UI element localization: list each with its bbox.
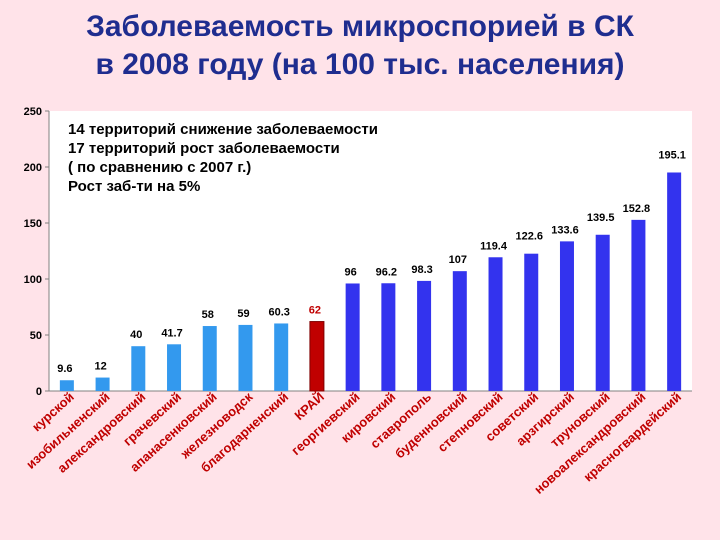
value-label: 12 xyxy=(94,361,106,373)
value-label: 96 xyxy=(345,266,357,278)
bar xyxy=(274,323,289,391)
value-label: 9.6 xyxy=(57,363,72,375)
bars xyxy=(59,172,682,392)
value-label: 58 xyxy=(202,309,214,321)
value-label: 195.1 xyxy=(658,149,686,161)
y-tick-label: 100 xyxy=(24,274,42,286)
value-label: 119.4 xyxy=(480,240,508,252)
value-label: 133.6 xyxy=(551,224,579,236)
y-axis-ticks: 0 50 100 150 200 250 xyxy=(24,106,49,398)
bar xyxy=(524,253,539,391)
value-label: 122.6 xyxy=(515,231,543,243)
plot-area xyxy=(49,111,692,391)
bar xyxy=(59,380,74,391)
y-tick-label: 250 xyxy=(24,106,42,118)
annotation-line-4: Рост заб-ти на 5% xyxy=(68,178,201,195)
bar xyxy=(167,344,182,391)
bar xyxy=(631,219,646,391)
title-line-2: в 2008 году (на 100 тыс. населения) xyxy=(95,48,625,81)
title-line-1: Заболеваемость микроспорией в СК xyxy=(86,10,634,43)
value-label: 139.5 xyxy=(587,212,615,224)
bar xyxy=(559,241,574,391)
bar xyxy=(417,280,432,391)
bar xyxy=(381,283,396,391)
bar xyxy=(95,377,110,391)
value-label: 41.7 xyxy=(161,327,182,339)
bar xyxy=(131,346,146,391)
chart-annotation: 14 территорий снижение заболеваемости 17… xyxy=(68,120,378,196)
y-tick-label: 200 xyxy=(24,162,42,174)
bar xyxy=(202,326,217,391)
value-label: 98.3 xyxy=(411,264,432,276)
bar xyxy=(345,283,360,391)
bar xyxy=(488,257,503,391)
category-labels: курскойизобильненскийалександровскийграч… xyxy=(23,389,684,497)
annotation-line-1: 14 территорий снижение заболеваемости xyxy=(68,121,378,138)
value-labels: 9.6 12 40 41.7 58 59 60.3 62 96 96.2 98.3 107 119.4 1… xyxy=(57,149,686,375)
value-label: 59 xyxy=(237,308,249,320)
y-tick-label: 0 xyxy=(36,386,42,398)
y-tick-label: 50 xyxy=(30,330,42,342)
bar xyxy=(238,324,253,391)
annotation-line-3: ( по сравнению с 2007 г.) xyxy=(68,159,252,176)
value-label: 107 xyxy=(449,254,467,266)
bar xyxy=(595,234,610,391)
value-label: 152.8 xyxy=(623,203,651,215)
bar xyxy=(309,321,325,392)
value-label: 62 xyxy=(309,305,321,317)
value-label: 60.3 xyxy=(268,306,289,318)
annotation-line-2: 17 территорий рост заболеваемости xyxy=(68,140,340,157)
bar xyxy=(452,271,467,391)
value-label: 96.2 xyxy=(376,266,397,278)
bar xyxy=(667,172,682,391)
y-tick-label: 150 xyxy=(24,218,42,230)
value-label: 40 xyxy=(130,329,142,341)
page-title: Заболеваемость микроспорией в СК в 2008 … xyxy=(0,8,720,84)
